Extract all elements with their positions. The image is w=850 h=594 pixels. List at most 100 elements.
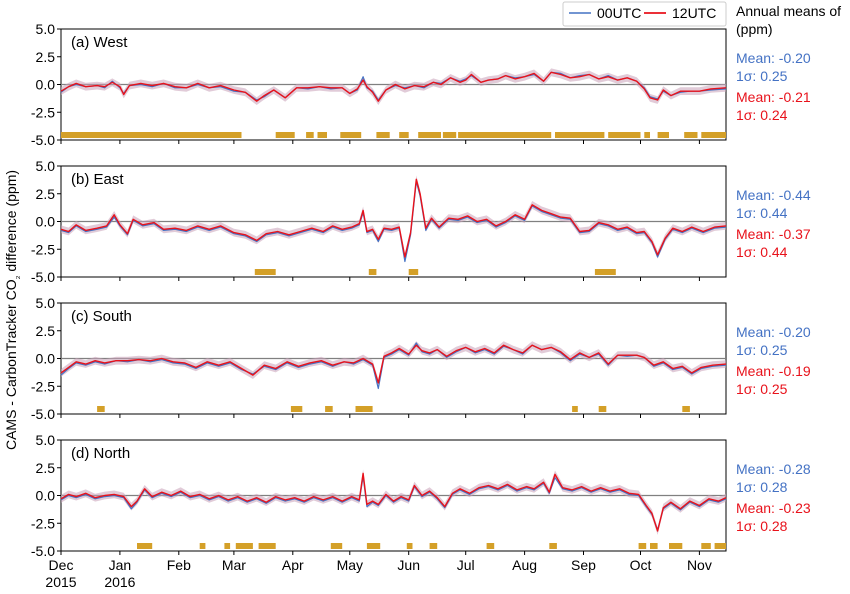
mask-bar: [669, 543, 683, 549]
panel-title: (d) North: [71, 445, 130, 462]
y-tick-label: 0.0: [36, 488, 56, 504]
series-line-12utc: [60, 472, 727, 532]
stat-sigma-00utc: 1σ: 0.28: [736, 479, 788, 495]
mask-bar: [317, 132, 327, 138]
y-tick-label: 2.5: [36, 460, 56, 476]
mask-bar: [366, 543, 381, 549]
mask-bar: [368, 269, 377, 275]
mask-bar: [701, 132, 726, 138]
x-tick-label: May: [337, 557, 363, 573]
mask-bar: [61, 132, 242, 138]
y-tick-label: -2.5: [31, 515, 55, 531]
annual-means-title: Annual means of (ppm): [736, 3, 841, 37]
series-line-12utc: [60, 178, 727, 258]
mask-bar: [442, 132, 457, 138]
mask-bar: [714, 543, 726, 549]
x-tick-year-label: 2015: [45, 574, 76, 590]
legend-00utc-label: 00UTC: [597, 5, 641, 21]
y-tick-label: 2.5: [36, 49, 56, 65]
panel-3: 5.0 2.5 0.0 -2.5 -5.0 (d) North Mean: -0.28 1σ:…: [31, 432, 811, 559]
mask-bar: [376, 132, 390, 138]
x-tick-year-label: 2016: [104, 574, 135, 590]
mask-bar: [97, 406, 105, 412]
stat-sigma-12utc: 1σ: 0.25: [736, 381, 788, 397]
stat-mean-12utc: Mean: -0.21: [736, 89, 811, 105]
y-axis-label: CAMS - CarbonTracker CO₂ difference (ppm…: [3, 170, 22, 450]
stat-sigma-12utc: 1σ: 0.28: [736, 518, 788, 534]
mask-bar: [254, 269, 276, 275]
legend-12utc-label: 12UTC: [672, 5, 716, 21]
x-tick-label: Apr: [282, 557, 304, 573]
series-line-12utc: [60, 71, 727, 102]
mask-bar: [330, 543, 343, 549]
x-tick-label: Jul: [457, 557, 475, 573]
y-tick-label: -5.0: [31, 406, 55, 422]
mask-bar: [340, 132, 362, 138]
x-tick-label: Sep: [571, 557, 596, 573]
y-tick-label: 5.0: [36, 432, 56, 448]
mask-bar: [325, 406, 333, 412]
y-tick-label: -2.5: [31, 104, 55, 120]
y-tick-label: -2.5: [31, 241, 55, 257]
mask-bar: [235, 543, 253, 549]
panel-title: (b) East: [71, 171, 124, 188]
mask-bar: [275, 132, 295, 138]
stat-mean-12utc: Mean: -0.23: [736, 500, 811, 516]
mask-bar: [594, 269, 616, 275]
y-tick-label: 0.0: [36, 77, 56, 93]
mask-bar: [355, 406, 373, 412]
mask-bar: [418, 132, 441, 138]
y-tick-label: 0.0: [36, 214, 56, 230]
mask-bar: [598, 406, 607, 412]
mask-bar: [549, 543, 557, 549]
legend: 00UTC 12UTC: [562, 1, 727, 27]
panel-2: 5.0 2.5 0.0 -2.5 -5.0 (c) South Mean: -0.20 1σ:…: [31, 295, 811, 422]
mask-bar: [306, 132, 314, 138]
mask-bar: [572, 406, 578, 412]
panel-title: (c) South: [71, 308, 132, 325]
mask-bar: [701, 543, 711, 549]
mask-bar: [199, 543, 206, 549]
y-tick-label: 2.5: [36, 186, 56, 202]
mask-bar: [258, 543, 276, 549]
mask-bar: [608, 132, 641, 138]
y-tick-label: 5.0: [36, 158, 56, 174]
x-tick-label: Aug: [512, 557, 537, 573]
mask-bar: [429, 543, 438, 549]
stat-sigma-00utc: 1σ: 0.25: [736, 342, 788, 358]
legend-frame: [562, 1, 727, 27]
mask-bar: [638, 543, 647, 549]
mask-bar: [224, 543, 231, 549]
x-tick-label: Nov: [687, 557, 712, 573]
mask-bar: [555, 132, 605, 138]
mask-bar: [406, 543, 413, 549]
y-tick-label: -5.0: [31, 132, 55, 148]
y-tick-label: 5.0: [36, 21, 56, 37]
panel-title: (a) West: [71, 34, 128, 51]
x-tick-label: Feb: [167, 557, 191, 573]
series-line-12utc: [60, 344, 727, 384]
stat-mean-00utc: Mean: -0.20: [736, 324, 811, 340]
stat-mean-12utc: Mean: -0.37: [736, 226, 811, 242]
x-tick-label: Dec: [49, 557, 74, 573]
mask-bar: [657, 132, 669, 138]
mask-bar: [486, 543, 495, 549]
stat-sigma-12utc: 1σ: 0.24: [736, 107, 788, 123]
y-tick-label: 5.0: [36, 295, 56, 311]
stat-sigma-00utc: 1σ: 0.25: [736, 68, 788, 84]
mask-bar: [290, 406, 303, 412]
mask-bar: [682, 406, 690, 412]
stat-mean-00utc: Mean: -0.28: [736, 461, 811, 477]
mask-bar: [458, 132, 552, 138]
y-tick-label: 0.0: [36, 351, 56, 367]
panel-1: 5.0 2.5 0.0 -2.5 -5.0 (b) East Mean: -0.44 1σ: …: [31, 158, 811, 285]
x-tick-label: Jan: [109, 557, 132, 573]
y-tick-label: -2.5: [31, 378, 55, 394]
mask-bar: [650, 543, 658, 549]
stat-sigma-00utc: 1σ: 0.44: [736, 205, 788, 221]
y-tick-label: -5.0: [31, 269, 55, 285]
mask-bar: [408, 269, 419, 275]
series-line-00utc: [60, 476, 727, 531]
stat-mean-12utc: Mean: -0.19: [736, 363, 811, 379]
